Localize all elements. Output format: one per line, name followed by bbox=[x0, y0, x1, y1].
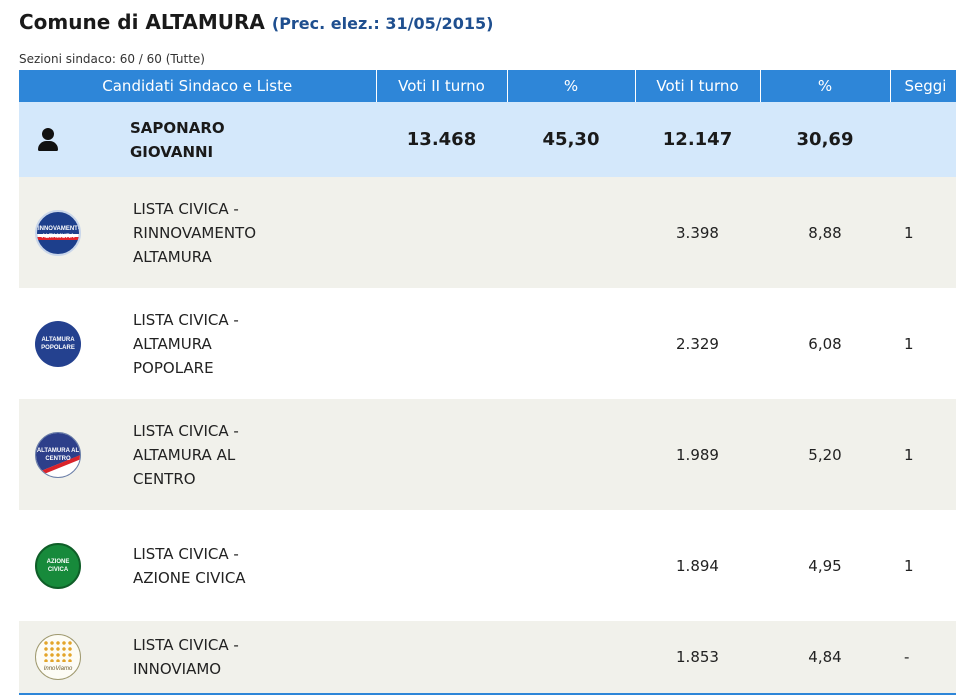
list-votes: 2.329 bbox=[676, 334, 719, 353]
candidate-seggi bbox=[890, 102, 956, 177]
list-name: LISTA CIVICA - INNOVIAMO bbox=[133, 636, 239, 678]
list-pct: 4,95 bbox=[808, 556, 842, 575]
list-row: ALTAMURA AL CENTRO LISTA CIVICA - ALTAMU… bbox=[19, 399, 956, 510]
col-header-candidates: Candidati Sindaco e Liste bbox=[19, 70, 376, 102]
list-votes: 1.894 bbox=[676, 556, 719, 575]
col-header-pct-i: % bbox=[759, 70, 890, 102]
results-table: Candidati Sindaco e Liste Voti II turno … bbox=[19, 70, 956, 695]
list-seggi: 1 bbox=[904, 334, 914, 353]
previous-election-link[interactable]: (Prec. elez.: 31/05/2015) bbox=[271, 14, 494, 33]
list-row: RINNOVAMENTO ALTAMURA LISTA CIVICA - RIN… bbox=[19, 177, 956, 288]
list-pct: 5,20 bbox=[760, 399, 890, 510]
col-header-pct-ii: % bbox=[506, 70, 635, 102]
list-seggi: 1 bbox=[890, 399, 956, 510]
list-row: ALTAMURA POPOLARE LISTA CIVICA - ALTAMUR… bbox=[19, 288, 956, 399]
list-row: InnoViamo LISTA CIVICA - INNOVIAMO 1.853… bbox=[19, 621, 956, 695]
col-header-votes-i: Voti I turno bbox=[634, 70, 760, 102]
list-votes: 1.853 bbox=[635, 621, 760, 695]
altamura-al-centro-logo-icon: ALTAMURA AL CENTRO bbox=[35, 431, 81, 478]
candidate-votes-i: 12.147 bbox=[635, 102, 760, 177]
list-seggi: - bbox=[890, 621, 956, 695]
page-title: Comune di ALTAMURA (Prec. elez.: 31/05/2… bbox=[19, 10, 493, 34]
list-row: AZIONE CIVICA LISTA CIVICA - AZIONE CIVI… bbox=[19, 510, 956, 621]
azione-civica-logo-icon: AZIONE CIVICA bbox=[35, 542, 81, 589]
list-name: LISTA CIVICA - AZIONE CIVICA bbox=[133, 544, 246, 587]
list-name: LISTA CIVICA - RINNOVAMENTO ALTAMURA bbox=[133, 199, 257, 266]
innoviamo-logo-icon: InnoViamo bbox=[35, 634, 81, 680]
candidate-pct-ii: 45,30 bbox=[507, 102, 635, 177]
candidate-name: SAPONARO GIOVANNI bbox=[130, 118, 225, 161]
person-icon bbox=[36, 128, 60, 151]
comune-title: Comune di ALTAMURA bbox=[19, 10, 265, 34]
list-seggi: 1 bbox=[890, 177, 956, 288]
table-header-row: Candidati Sindaco e Liste Voti II turno … bbox=[19, 70, 956, 102]
col-header-votes-ii: Voti II turno bbox=[375, 70, 507, 102]
candidate-votes-ii: 13.468 bbox=[376, 102, 507, 177]
list-pct: 6,08 bbox=[808, 334, 842, 353]
list-name: LISTA CIVICA - ALTAMURA AL CENTRO bbox=[133, 421, 239, 488]
candidate-pct-i: 30,69 bbox=[760, 102, 890, 177]
candidate-row: SAPONARO GIOVANNI 13.468 45,30 12.147 30… bbox=[19, 102, 956, 177]
sections-counter: Sezioni sindaco: 60 / 60 (Tutte) bbox=[19, 52, 205, 66]
list-pct: 8,88 bbox=[760, 177, 890, 288]
list-name: LISTA CIVICA - ALTAMURA POPOLARE bbox=[133, 310, 239, 377]
list-seggi: 1 bbox=[904, 556, 914, 575]
list-pct: 4,84 bbox=[760, 621, 890, 695]
col-header-seggi: Seggi bbox=[889, 70, 956, 102]
list-votes: 1.989 bbox=[635, 399, 760, 510]
list-votes: 3.398 bbox=[635, 177, 760, 288]
altamura-popolare-logo-icon: ALTAMURA POPOLARE bbox=[35, 320, 81, 367]
rinnovamento-altamura-logo-icon: RINNOVAMENTO ALTAMURA bbox=[35, 209, 81, 256]
